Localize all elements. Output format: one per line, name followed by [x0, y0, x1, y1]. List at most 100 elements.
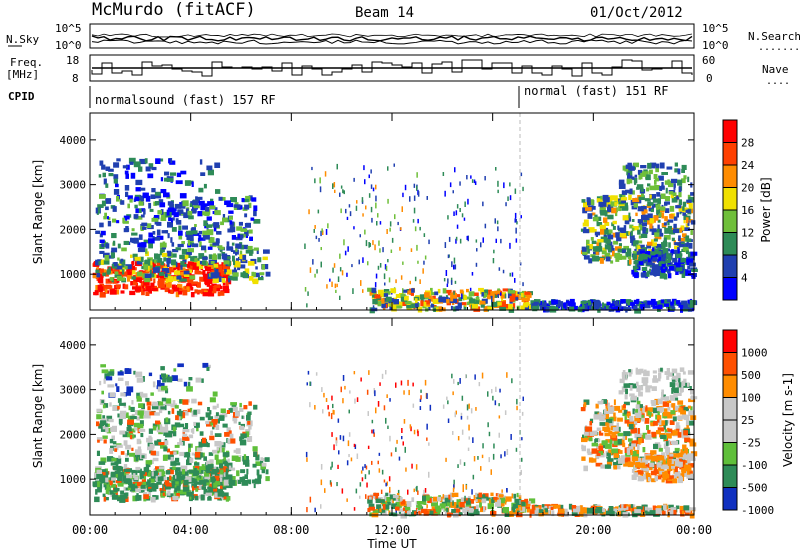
data-cell — [393, 299, 399, 305]
data-cell — [624, 419, 630, 424]
data-cell — [221, 253, 228, 260]
data-cell — [686, 250, 689, 255]
data-cell — [516, 221, 518, 225]
data-cell — [602, 440, 607, 444]
data-cell — [387, 425, 389, 429]
data-cell — [494, 501, 501, 507]
data-cell — [179, 423, 185, 428]
data-cell — [450, 280, 453, 285]
data-cell — [224, 274, 230, 279]
data-cell — [602, 194, 609, 201]
data-cell — [215, 238, 220, 244]
data-cell — [244, 230, 249, 236]
data-cell — [211, 468, 218, 475]
data-cell — [159, 284, 165, 289]
data-cell — [177, 283, 181, 288]
data-cell — [618, 409, 623, 413]
data-cell — [671, 237, 675, 242]
data-cell — [469, 303, 472, 307]
data-cell — [646, 271, 650, 277]
data-cell — [376, 504, 382, 510]
data-cell — [662, 411, 669, 417]
data-cell — [313, 229, 315, 233]
data-cell — [520, 469, 522, 475]
data-cell — [224, 472, 227, 477]
data-cell — [639, 244, 645, 249]
data-cell — [542, 302, 547, 308]
data-cell — [380, 499, 385, 503]
data-cell — [222, 413, 228, 418]
data-cell — [123, 215, 130, 220]
data-cell — [419, 226, 421, 231]
data-cell — [208, 237, 215, 243]
data-cell — [99, 250, 105, 254]
data-cell — [594, 430, 598, 435]
data-cell — [329, 278, 331, 282]
data-cell — [481, 454, 484, 459]
data-cell — [241, 198, 245, 203]
data-cell — [345, 208, 347, 214]
data-cell — [123, 440, 128, 446]
data-cell — [468, 507, 474, 513]
data-cell — [138, 428, 146, 432]
data-cell — [187, 240, 190, 246]
data-cell — [494, 218, 496, 224]
data-cell — [538, 509, 544, 513]
data-cell — [457, 302, 462, 309]
data-cell — [216, 403, 219, 408]
data-cell — [179, 438, 182, 442]
data-cell — [422, 495, 426, 502]
data-cell — [136, 438, 141, 445]
data-cell — [129, 161, 134, 165]
data-cell — [603, 217, 608, 223]
data-cell — [633, 260, 639, 265]
data-cell — [127, 486, 134, 491]
data-cell — [119, 430, 126, 435]
data-cell — [665, 451, 669, 456]
data-cell — [244, 204, 250, 210]
data-cell — [675, 425, 681, 431]
data-cell — [330, 413, 333, 420]
data-cell — [167, 410, 171, 415]
data-cell — [632, 420, 638, 425]
data-cell — [516, 405, 518, 411]
data-cell — [160, 209, 164, 215]
data-cell — [669, 420, 675, 425]
data-cell — [660, 367, 663, 372]
data-cell — [659, 186, 663, 191]
data-cell — [411, 463, 413, 469]
data-cell — [675, 253, 682, 258]
data-cell — [611, 432, 616, 438]
data-cell — [638, 306, 645, 311]
data-cell — [161, 385, 168, 391]
data-cell — [682, 371, 686, 375]
data-cell — [657, 418, 660, 423]
data-cell — [427, 510, 434, 516]
data-cell — [445, 457, 447, 462]
data-cell — [366, 482, 368, 488]
data-cell — [683, 175, 687, 180]
data-cell — [636, 184, 644, 190]
data-cell — [428, 471, 430, 478]
data-cell — [671, 385, 675, 389]
data-cell — [659, 162, 665, 169]
data-cell — [208, 254, 213, 259]
data-cell — [638, 437, 643, 444]
data-cell — [406, 301, 411, 307]
colorbar-tick-label: -1000 — [741, 504, 774, 517]
data-cell — [227, 275, 235, 281]
data-cell — [356, 453, 359, 459]
data-cell — [373, 492, 380, 497]
data-cell — [489, 498, 491, 504]
data-cell — [628, 438, 633, 442]
data-cell — [171, 217, 174, 223]
data-cell — [428, 239, 430, 245]
data-cell — [148, 483, 154, 487]
data-cell — [604, 244, 610, 250]
data-cell — [430, 292, 435, 296]
data-cell — [140, 281, 144, 287]
data-cell — [682, 473, 685, 477]
data-cell — [182, 225, 188, 230]
data-cell — [603, 408, 611, 414]
